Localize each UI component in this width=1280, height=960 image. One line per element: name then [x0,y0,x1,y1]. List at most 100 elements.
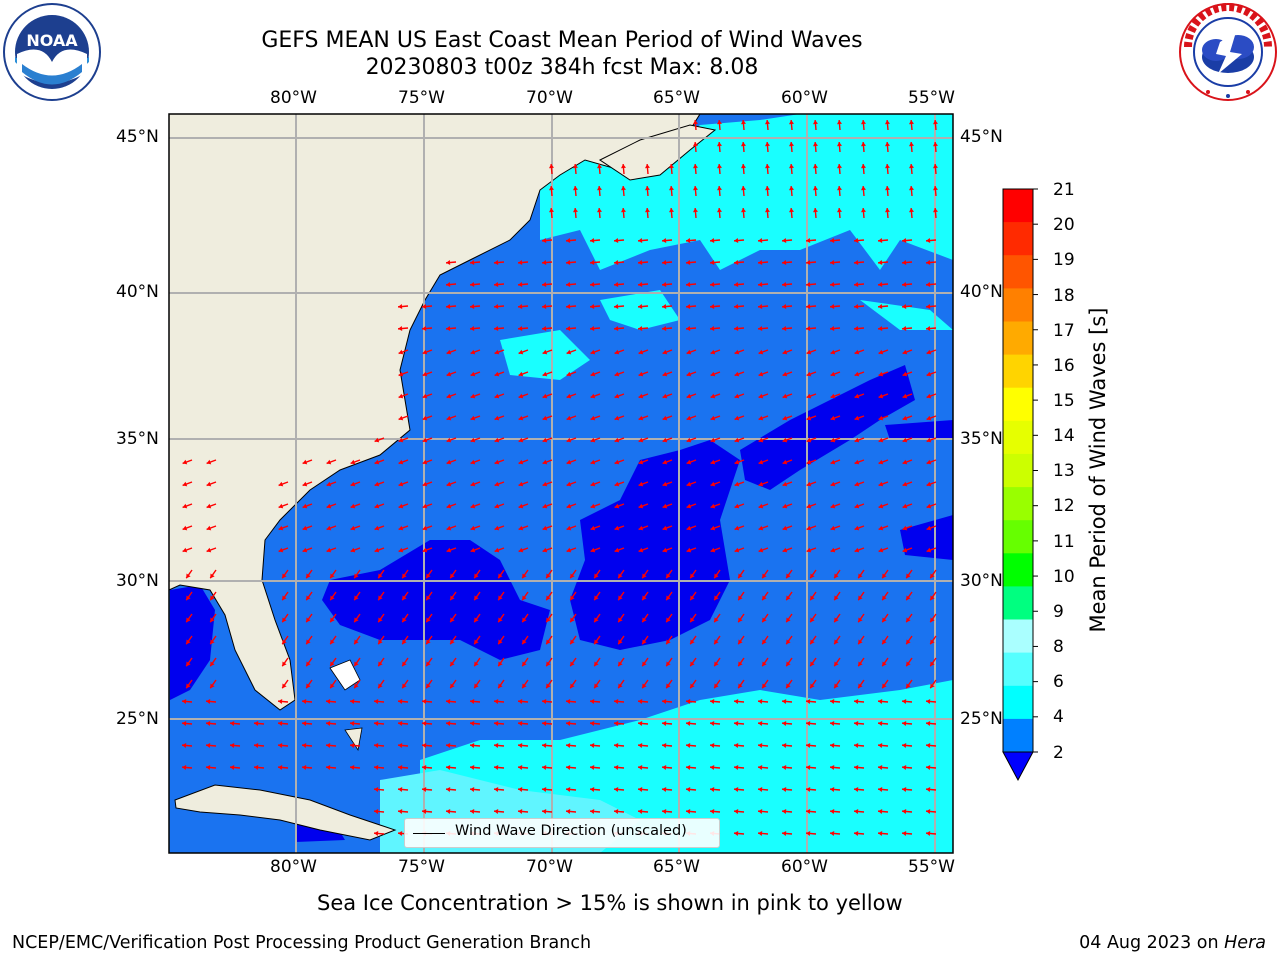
wind-arrowhead [926,503,932,509]
wind-arrowhead [210,661,215,667]
wind-arrowhead [446,304,451,310]
wind-arrowhead [734,282,739,288]
wind-arrowhead [830,326,835,332]
cyan-patch [600,290,680,330]
wind-arrowhead [734,437,740,443]
lon-label-bottom: 60°W [781,857,828,877]
wind-arrowhead [686,503,692,509]
chart-title: GEFS MEAN US East Coast Mean Period of W… [261,28,863,53]
wind-arrowhead [782,808,787,814]
lat-label-left: 25°N [116,709,159,729]
wind-arrowhead [206,720,211,726]
wind-arrowhead [878,349,884,355]
wind-arrowhead [734,481,740,487]
wind-arrowhead [450,661,455,667]
wind-arrowhead [182,503,188,509]
wind-arrowhead [860,120,866,125]
wind-arrowhead [398,698,403,704]
wind-arrowhead [878,326,883,332]
wind-arrowhead [878,786,883,792]
wind-arrowhead [254,742,259,748]
wind-arrowhead [662,304,667,310]
wind-arrowhead [806,786,811,792]
wind-arrowhead [422,764,427,770]
wind-arrowhead [566,393,572,399]
noaa-logo: NOAA [3,3,101,101]
wind-arrowhead [282,617,287,623]
deep-region [740,365,915,490]
wind-arrowhead [932,120,938,125]
wind-arrowhead [278,481,284,487]
wind-arrowhead [902,786,907,792]
wind-arrowhead [282,639,287,645]
wind-arrowhead [812,120,818,125]
wind-arrowhead [282,595,287,601]
wind-arrowhead [350,481,356,487]
wind-arrowhead [692,142,698,147]
wind-arrowhead [734,698,739,704]
wind-arrowhead [518,349,524,355]
wind-arrowhead [470,503,476,509]
wind-arrowhead [906,683,911,689]
wind-arrowhead [518,282,523,288]
wind-arrowhead [570,573,575,579]
wind-arrowhead [806,830,811,836]
lon-label-top: 70°W [526,88,573,108]
wind-arrowhead [278,742,283,748]
cyan-patch [860,300,953,330]
wind-arrowhead [206,525,212,531]
wind-arrowhead [590,547,596,553]
wind-arrowhead [326,698,331,704]
colorbar-segment [1003,189,1033,223]
wind-arrowhead [398,459,404,465]
wind-arrowhead [926,393,932,399]
wind-arrowhead [782,786,787,792]
wind-arrowhead [474,573,479,579]
wind-arrowhead [662,481,668,487]
wind-arrowhead [686,698,691,704]
wind-arrowhead [422,349,428,355]
wind-arrowhead [642,661,647,667]
colorbar-segment [1003,222,1033,256]
wind-arrowhead [590,786,595,792]
wind-arrowhead [206,547,212,553]
wind-arrowhead [278,720,283,726]
wind-arrowhead [686,393,692,399]
footer-date-text: 04 Aug 2023 on [1079,933,1225,953]
wind-arrowhead [522,639,527,645]
wind-arrowhead [758,525,764,531]
wind-arrowhead [494,304,499,310]
footer-credit: NCEP/EMC/Verification Post Processing Pr… [12,933,592,953]
colorbar-label: Mean Period of Wind Waves [s] [1086,307,1110,633]
wind-arrowhead [710,282,715,288]
wind-arrowhead [738,595,743,601]
lat-label-left: 45°N [116,127,159,147]
wind-arrowhead [546,617,551,623]
colorbar-segment [1003,586,1033,620]
wind-arrowhead [834,595,839,601]
colorbar-tick: 11 [1053,532,1075,552]
wind-arrowhead [686,238,691,244]
wind-arrowhead [326,764,331,770]
wind-arrowhead [860,208,866,213]
wind-arrowhead [666,595,671,601]
wind-arrowhead [782,415,788,421]
wind-arrowhead [542,282,547,288]
wind-arrowhead [590,238,595,244]
wind-arrowhead [710,238,715,244]
wind-arrowhead [830,437,836,443]
wind-arrowhead [518,393,524,399]
wind-arrowhead [926,415,932,421]
land-cuba [174,784,397,841]
wind-arrowhead [426,683,431,689]
wind-arrowhead [714,661,719,667]
colorbar-tick: 2 [1053,743,1064,763]
colorbar-tick: 20 [1053,215,1075,235]
wind-arrowhead [878,764,883,770]
wind-arrowhead [594,617,599,623]
wind-arrowhead [186,573,191,579]
wind-arrowhead [182,698,187,704]
wind-arrowhead [710,304,715,310]
wind-arrowhead [836,120,842,125]
lon-label-bottom: 75°W [398,857,445,877]
